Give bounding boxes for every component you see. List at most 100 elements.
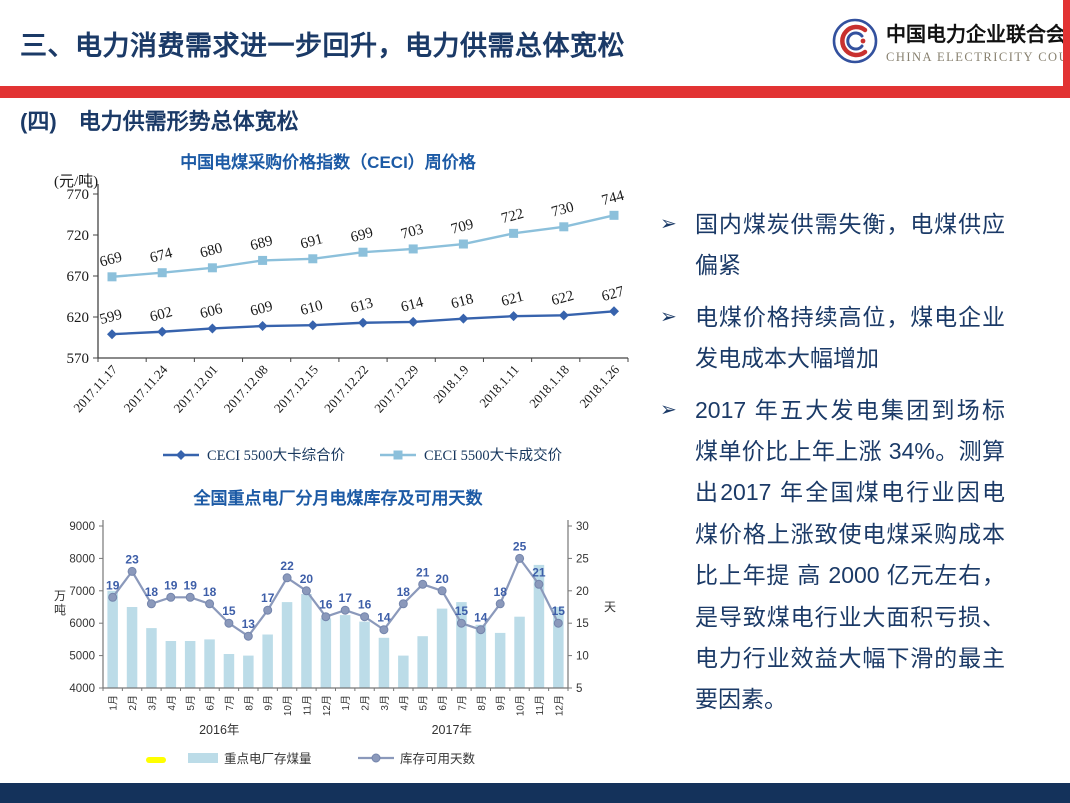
svg-text:622: 622 [550, 288, 576, 309]
svg-text:15: 15 [222, 604, 236, 618]
svg-text:7000: 7000 [69, 586, 95, 598]
svg-text:12月: 12月 [321, 695, 333, 716]
svg-text:709: 709 [449, 217, 475, 238]
svg-text:599: 599 [98, 307, 124, 328]
ceci-price-chart-block: 中国电煤采购价格指数（CECI）周价格 (元/吨) 770 720 670 620 570… [28, 148, 648, 479]
svg-text:6月: 6月 [205, 695, 217, 711]
svg-text:8月: 8月 [243, 695, 255, 711]
svg-text:8月: 8月 [476, 695, 488, 711]
svg-text:1月: 1月 [340, 695, 352, 711]
cec-emblem-icon [832, 18, 878, 69]
svg-text:10月: 10月 [282, 695, 294, 716]
svg-text:689: 689 [249, 233, 275, 254]
svg-text:2018.1.18: 2018.1.18 [526, 362, 572, 411]
svg-text:669: 669 [98, 249, 124, 270]
svg-text:4月: 4月 [166, 695, 178, 711]
svg-text:10: 10 [576, 651, 589, 663]
svg-text:5月: 5月 [418, 695, 430, 711]
svg-text:11月: 11月 [534, 695, 546, 715]
list-item: ➢ 2017 年五大发电集团到场标煤单价比上年上涨 34%。测算出2017 年全… [660, 390, 1012, 721]
svg-text:14: 14 [474, 611, 488, 625]
svg-text:16: 16 [358, 598, 372, 612]
coal-stock-combo-chart: 4000 5000 6000 7000 8000 9000 5 10 15 20 25 30 1月 2月 3… [54, 520, 616, 766]
svg-text:2月: 2月 [360, 695, 372, 711]
svg-text:30: 30 [576, 521, 589, 533]
svg-text:3月: 3月 [146, 695, 158, 711]
svg-text:15: 15 [576, 618, 589, 630]
page-title: 三、电力消费需求进一步回升，电力供需总体宽松 [20, 31, 625, 61]
svg-text:10月: 10月 [515, 695, 527, 716]
svg-text:9000: 9000 [69, 521, 95, 533]
bullet-text: 电煤价格持续高位，煤电企业发电成本大幅增加 [695, 303, 1005, 372]
svg-text:5000: 5000 [69, 651, 95, 663]
svg-text:5月: 5月 [185, 695, 197, 711]
svg-text:6000: 6000 [69, 618, 95, 630]
svg-text:606: 606 [198, 301, 224, 322]
svg-text:2017.12.29: 2017.12.29 [371, 362, 421, 416]
svg-text:17: 17 [339, 591, 353, 605]
svg-text:770: 770 [67, 187, 90, 203]
key-points-list: ➢ 国内煤炭供需失衡，电煤供应偏紧 ➢ 电煤价格持续高位，煤电企业发电成本大幅增… [660, 204, 1012, 731]
svg-text:25: 25 [513, 539, 527, 553]
svg-text:2017.11.24: 2017.11.24 [120, 362, 170, 416]
coal-stock-chart-block: 全国重点电厂分月电煤库存及可用天数 4000 5000 6000 7000 8000 90… [38, 484, 638, 803]
yellow-highlight-mark [146, 757, 166, 763]
svg-text:4000: 4000 [69, 683, 95, 695]
svg-text:730: 730 [550, 199, 576, 220]
arrow-bullet-icon: ➢ [660, 213, 677, 235]
svg-text:22: 22 [280, 559, 294, 573]
svg-text:614: 614 [399, 294, 425, 315]
svg-text:744: 744 [600, 188, 626, 209]
svg-text:19: 19 [106, 578, 120, 592]
svg-text:14: 14 [377, 611, 391, 625]
svg-text:23: 23 [125, 552, 139, 566]
bullet-text: 国内煤炭供需失衡，电煤供应偏紧 [695, 211, 1005, 279]
svg-text:621: 621 [500, 289, 526, 310]
svg-text:15: 15 [552, 604, 566, 618]
svg-text:18: 18 [494, 585, 508, 599]
arrow-bullet-icon: ➢ [660, 305, 677, 328]
svg-text:9月: 9月 [495, 695, 507, 711]
svg-text:674: 674 [148, 245, 174, 266]
svg-text:CECI 5500大卡成交价: CECI 5500大卡成交价 [424, 446, 563, 464]
svg-text:2017.12.01: 2017.12.01 [170, 362, 220, 416]
svg-text:618: 618 [449, 291, 475, 312]
svg-text:602: 602 [148, 304, 174, 325]
svg-text:2017.12.22: 2017.12.22 [321, 362, 371, 416]
svg-text:21: 21 [416, 565, 430, 579]
svg-text:2月: 2月 [127, 695, 139, 711]
svg-text:16: 16 [319, 598, 333, 612]
svg-text:4月: 4月 [398, 695, 410, 711]
svg-text:2017.12.15: 2017.12.15 [271, 362, 321, 416]
svg-text:2017年: 2017年 [432, 723, 472, 737]
header-right-accent-strip [1063, 0, 1070, 98]
logo-org-name-en: CHINA ELECTRICITY COUNCIL [886, 50, 1070, 64]
footer-bar [0, 783, 1070, 803]
svg-text:2017.11.17: 2017.11.17 [70, 362, 120, 416]
section-title: (四) 电力供需形势总体宽松 [20, 109, 299, 134]
cec-logo: 中国电力企业联合会 CHINA ELECTRICITY COUNCIL [832, 18, 1070, 69]
svg-text:15: 15 [455, 604, 469, 618]
svg-text:2018.1.26: 2018.1.26 [576, 362, 622, 411]
svg-text:703: 703 [399, 221, 425, 242]
svg-text:25: 25 [576, 553, 589, 565]
svg-text:18: 18 [397, 585, 411, 599]
svg-text:库存可用天数: 库存可用天数 [400, 751, 476, 766]
logo-org-name-cn: 中国电力企业联合会 [886, 24, 1066, 46]
svg-text:610: 610 [299, 298, 325, 319]
svg-text:699: 699 [349, 225, 375, 246]
svg-text:11月: 11月 [301, 695, 313, 715]
svg-text:18: 18 [203, 585, 217, 599]
ceci-price-chart-title: 中国电煤采购价格指数（CECI）周价格 [180, 153, 476, 172]
svg-text:680: 680 [198, 240, 224, 261]
svg-text:2017.12.08: 2017.12.08 [221, 362, 271, 416]
svg-text:2016年: 2016年 [199, 723, 239, 737]
svg-text:8000: 8000 [69, 553, 95, 565]
svg-text:720: 720 [67, 228, 90, 244]
svg-text:19: 19 [164, 578, 178, 592]
svg-text:CECI 5500大卡综合价: CECI 5500大卡综合价 [207, 447, 346, 464]
svg-text:627: 627 [600, 284, 626, 305]
svg-text:重点电厂存煤量: 重点电厂存煤量 [224, 751, 312, 766]
header-divider-bar [0, 86, 1070, 98]
svg-text:1月: 1月 [108, 695, 120, 711]
